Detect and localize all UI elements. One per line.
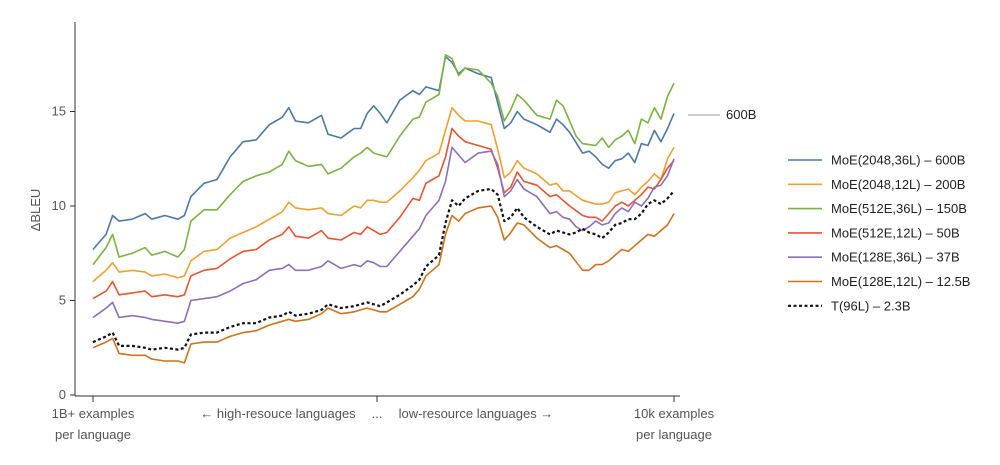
legend: MoE(2048,36L) – 600B MoE(2048,12L) – 200B… xyxy=(788,153,970,313)
y-tick-label: 15 xyxy=(52,104,66,119)
x-ticks xyxy=(92,396,675,402)
legend-label-7: T(96L) – 2.3B xyxy=(831,298,911,313)
legend-label-6: MoE(128E,12L) – 12.5B xyxy=(831,274,970,289)
legend-label-4: MoE(512E,12L) – 50B xyxy=(831,225,960,240)
legend-label-2: MoE(2048,12L) – 200B xyxy=(831,177,965,192)
y-tick-label: 0 xyxy=(59,387,66,402)
annotation-600b: 600B xyxy=(726,107,756,122)
series-line-4 xyxy=(92,127,675,300)
series-line-2 xyxy=(92,106,675,283)
y-tick-label: 10 xyxy=(52,198,66,213)
series-line-3 xyxy=(92,54,675,266)
series-line-1 xyxy=(92,55,675,251)
legend-label-3: MoE(512E,36L) – 150B xyxy=(831,201,967,216)
series-line-6 xyxy=(92,205,675,364)
legend-label-5: MoE(128E,36L) – 37B xyxy=(831,250,960,265)
y-tick-label: 5 xyxy=(59,293,66,308)
y-ticks: 0 5 10 15 xyxy=(52,104,75,402)
x-label-dots: ... xyxy=(372,406,383,421)
series-line-5 xyxy=(92,146,675,324)
x-label-right-line1: 10k examples xyxy=(634,406,715,421)
y-axis-label: ΔBLEU xyxy=(28,189,43,232)
legend-label-1: MoE(2048,36L) – 600B xyxy=(831,153,965,168)
x-label-high-resource: ← high-resouce languages xyxy=(200,406,356,421)
x-label-left-line2: per language xyxy=(55,427,131,442)
x-label-left-line1: 1B+ examples xyxy=(52,406,135,421)
series-lines xyxy=(92,54,675,364)
x-label-low-resource: low-resource languages → xyxy=(399,406,554,421)
series-line-7 xyxy=(92,187,675,351)
x-label-right-line2: per language xyxy=(636,427,712,442)
